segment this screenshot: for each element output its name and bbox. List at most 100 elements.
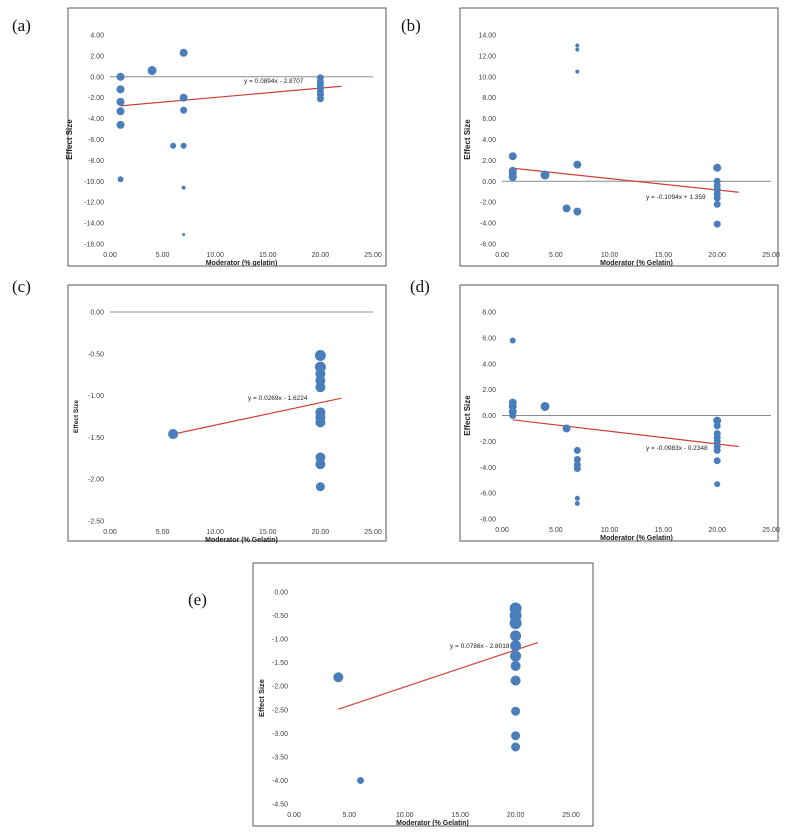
y-tick-label: -4.00 bbox=[480, 465, 496, 472]
panel-label-e: (e) bbox=[188, 590, 207, 609]
x-tick-label: 5.00 bbox=[156, 252, 170, 259]
chart-frame bbox=[252, 562, 594, 827]
data-point bbox=[511, 706, 521, 716]
x-axis-title: Moderator (% Gelatin) bbox=[600, 535, 673, 542]
y-tick-label: 4.00 bbox=[482, 361, 496, 368]
data-point bbox=[713, 194, 721, 202]
data-point bbox=[180, 142, 187, 149]
data-point bbox=[182, 233, 186, 237]
trendline-equation: y = -0.1094x + 1.359 bbox=[646, 194, 706, 201]
data-point bbox=[509, 337, 516, 344]
y-tick-label: 2.00 bbox=[482, 158, 496, 165]
data-point bbox=[116, 97, 125, 106]
data-point bbox=[574, 500, 580, 506]
y-tick-label: -16.00 bbox=[84, 242, 104, 249]
data-point bbox=[508, 152, 517, 161]
x-tick-label: 5.00 bbox=[156, 529, 170, 536]
data-point bbox=[315, 382, 326, 393]
y-tick-label: -8.00 bbox=[88, 158, 104, 165]
y-tick-label: -8.00 bbox=[480, 517, 496, 524]
y-tick-label: -3.50 bbox=[272, 754, 288, 761]
data-point bbox=[315, 482, 325, 492]
panel-label-d: (d) bbox=[410, 277, 430, 296]
y-tick-label: -4.00 bbox=[88, 116, 104, 123]
chart-frame bbox=[459, 7, 779, 267]
x-tick-label: 20.00 bbox=[312, 252, 330, 259]
y-axis-title: Effect Size bbox=[463, 119, 472, 160]
data-point bbox=[540, 401, 550, 411]
data-point bbox=[510, 650, 522, 662]
chart-panel-e: 0.00 -0.50 -1.00 -1.50 -2.00 -2.50 -3.00 -3.50 -… bbox=[252, 562, 594, 827]
y-tick-label: 14.00 bbox=[478, 33, 496, 40]
data-point bbox=[315, 459, 326, 470]
y-tick-label: -0.50 bbox=[272, 613, 288, 620]
y-tick-label: -2.00 bbox=[272, 684, 288, 691]
y-tick-label: -2.00 bbox=[88, 95, 104, 102]
chart-frame bbox=[67, 284, 387, 542]
data-point bbox=[573, 446, 581, 454]
panel-label-c: (c) bbox=[12, 277, 31, 296]
data-point bbox=[713, 422, 721, 430]
x-tick-label: 10.00 bbox=[601, 527, 619, 534]
y-tick-label: -4.50 bbox=[272, 802, 288, 809]
x-tick-label: 20.00 bbox=[312, 529, 330, 536]
y-tick-label: -2.00 bbox=[88, 477, 104, 484]
data-point bbox=[574, 495, 580, 501]
x-tick-label: 20.00 bbox=[507, 812, 525, 819]
x-tick-label: 20.00 bbox=[708, 527, 726, 534]
data-point bbox=[116, 72, 125, 81]
x-tick-label: 0.00 bbox=[495, 527, 509, 534]
data-point bbox=[575, 47, 580, 52]
chart-frame bbox=[67, 7, 387, 267]
data-point bbox=[510, 675, 521, 686]
chart-panel-d: 8.00 6.00 4.00 2.00 0.00 -2.00 -4.00 -6.00 -8.00… bbox=[459, 284, 780, 542]
data-point bbox=[511, 731, 521, 741]
x-axis-title: Moderator (% Gelatin) bbox=[600, 260, 673, 267]
data-point bbox=[575, 69, 580, 74]
x-tick-label: 25.00 bbox=[762, 527, 780, 534]
y-tick-label: -1.00 bbox=[272, 637, 288, 644]
trendline bbox=[172, 397, 342, 435]
y-tick-label: -2.00 bbox=[480, 200, 496, 207]
x-tick-label: 5.00 bbox=[549, 527, 563, 534]
data-point bbox=[116, 85, 125, 94]
x-tick-label: 25.00 bbox=[562, 812, 580, 819]
y-tick-label: -1.50 bbox=[272, 660, 288, 667]
x-tick-label: 25.00 bbox=[364, 529, 382, 536]
data-point bbox=[713, 457, 721, 465]
data-point bbox=[509, 617, 522, 630]
y-tick-label: -14.00 bbox=[84, 221, 104, 228]
panel-label-a: (a) bbox=[12, 16, 31, 35]
data-point bbox=[562, 424, 571, 433]
y-tick-label: 2.00 bbox=[482, 387, 496, 394]
x-tick-label: 15.00 bbox=[655, 252, 673, 259]
data-point bbox=[314, 349, 326, 361]
data-point bbox=[713, 163, 722, 172]
y-tick-label: 0.00 bbox=[274, 590, 288, 597]
data-point bbox=[540, 170, 550, 180]
data-point bbox=[180, 106, 188, 114]
chart-frame bbox=[459, 284, 779, 542]
x-tick-label: 15.00 bbox=[259, 252, 277, 259]
data-point bbox=[573, 465, 581, 473]
data-point bbox=[116, 107, 125, 116]
data-point bbox=[181, 185, 186, 190]
x-tick-label: 10.00 bbox=[206, 529, 224, 536]
x-axis-title: Moderator (% Gelatin) bbox=[205, 537, 278, 544]
y-axis-title: Effect Size bbox=[463, 395, 472, 436]
data-point bbox=[713, 446, 721, 454]
data-point bbox=[713, 416, 722, 425]
y-tick-label: -2.50 bbox=[88, 519, 104, 526]
y-tick-label: -10.00 bbox=[84, 179, 104, 186]
x-tick-label: 5.00 bbox=[343, 812, 357, 819]
x-tick-label: 5.00 bbox=[549, 252, 563, 259]
x-tick-label: 15.00 bbox=[451, 812, 469, 819]
y-tick-label: -4.00 bbox=[480, 221, 496, 228]
y-tick-label: 2.00 bbox=[90, 53, 104, 60]
trendline bbox=[120, 85, 342, 107]
trendline bbox=[338, 641, 538, 710]
y-tick-label: 10.00 bbox=[478, 74, 496, 81]
y-tick-label: -6.00 bbox=[88, 137, 104, 144]
data-point bbox=[509, 412, 517, 419]
y-tick-label: 0.00 bbox=[482, 179, 496, 186]
